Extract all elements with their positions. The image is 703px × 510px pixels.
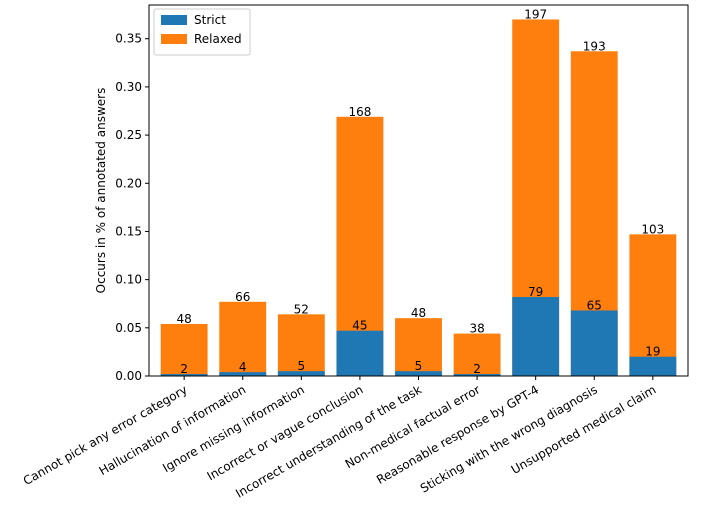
legend-label-relaxed: Relaxed	[194, 32, 242, 46]
x-axis: Cannot pick any error categoryHallucinat…	[21, 376, 658, 501]
bar-relaxed-cannot-pick-any-error-category	[160, 323, 208, 376]
y-tick-label: 0.15	[115, 224, 142, 238]
count-label-relaxed-incorrect-understanding-of-the-task: 48	[411, 306, 426, 320]
y-tick-label: 0.10	[115, 273, 142, 287]
bar-strict-incorrect-or-vague-conclusion	[336, 330, 384, 376]
y-axis: 0.00 0.05 0.10 0.15 0.20 0.25 0.30 0.35	[115, 32, 149, 383]
y-axis-title: Occurs in % of annotated answers	[94, 88, 108, 294]
count-label-strict-hallucination-of-information: 4	[239, 360, 247, 374]
bar-relaxed-unsupported-medical-claim	[629, 234, 677, 376]
y-tick-label: 0.05	[115, 321, 142, 335]
count-label-relaxed-reasonable-response-by-gpt-4: 197	[524, 7, 547, 21]
bar-strict-cannot-pick-any-error-category	[160, 374, 208, 376]
y-tick-label: 0.30	[115, 80, 142, 94]
count-label-relaxed-cannot-pick-any-error-category: 48	[177, 312, 192, 326]
count-label-strict-ignore-missing-information: 5	[298, 359, 306, 373]
y-tick-label: 0.00	[115, 369, 142, 383]
bar-relaxed-non-medical-factual-error	[453, 333, 501, 376]
legend-label-strict: Strict	[194, 13, 226, 27]
y-tick-label: 0.20	[115, 176, 142, 190]
count-label-relaxed-ignore-missing-information: 52	[294, 302, 309, 316]
bar-strict-hallucination-of-information	[219, 372, 267, 376]
bar-strict-sticking-with-the-wrong-diagnosis	[570, 310, 618, 376]
count-label-strict-incorrect-or-vague-conclusion: 45	[352, 319, 367, 333]
count-label-strict-reasonable-response-by-gpt-4: 79	[528, 285, 543, 299]
count-label-relaxed-non-medical-factual-error: 38	[469, 322, 484, 336]
bar-strict-ignore-missing-information	[277, 371, 325, 376]
count-label-relaxed-hallucination-of-information: 66	[235, 290, 250, 304]
legend-swatch-strict	[161, 15, 187, 25]
bar-strict-unsupported-medical-claim	[629, 356, 677, 376]
count-label-strict-incorrect-understanding-of-the-task: 5	[415, 359, 423, 373]
y-tick-label: 0.25	[115, 128, 142, 142]
count-label-relaxed-unsupported-medical-claim: 103	[641, 222, 664, 236]
bar-relaxed-incorrect-understanding-of-the-task	[395, 318, 442, 376]
legend-swatch-relaxed	[161, 34, 187, 44]
bar-relaxed-ignore-missing-information	[277, 314, 325, 376]
count-label-strict-sticking-with-the-wrong-diagnosis: 65	[587, 298, 602, 312]
count-label-relaxed-incorrect-or-vague-conclusion: 168	[348, 105, 371, 119]
count-label-relaxed-sticking-with-the-wrong-diagnosis: 193	[583, 39, 606, 53]
y-tick-label: 0.35	[115, 32, 142, 46]
count-label-strict-non-medical-factual-error: 2	[473, 362, 481, 376]
bar-strict-non-medical-factual-error	[453, 374, 501, 376]
count-label-strict-unsupported-medical-claim: 19	[645, 345, 660, 359]
legend: Strict Relaxed	[153, 8, 251, 56]
bar-relaxed-hallucination-of-information	[219, 301, 267, 376]
count-label-strict-cannot-pick-any-error-category: 2	[180, 362, 188, 376]
bar-strict-incorrect-understanding-of-the-task	[395, 371, 442, 376]
bars-layer	[160, 19, 677, 377]
bar-strict-reasonable-response-by-gpt-4	[512, 296, 560, 376]
